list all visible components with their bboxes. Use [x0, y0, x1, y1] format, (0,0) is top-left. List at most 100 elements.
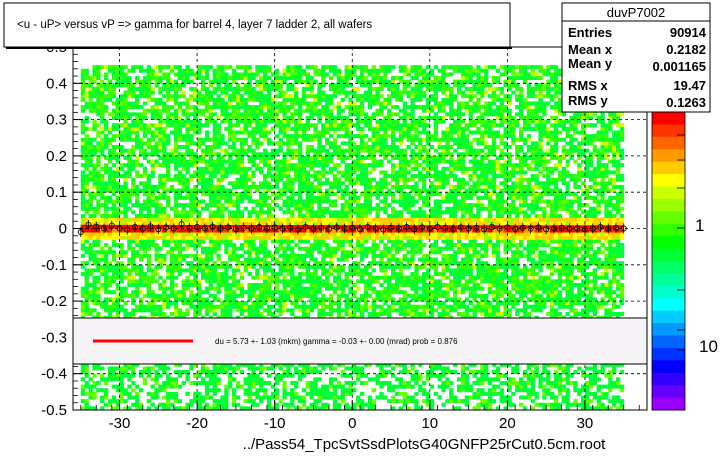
heatmap-cell	[80, 155, 86, 160]
heatmap-cell	[398, 108, 404, 113]
heatmap-cell	[185, 192, 190, 197]
heatmap-cell	[375, 148, 380, 153]
heatmap-cell	[410, 101, 415, 106]
heatmap-cell	[422, 228, 427, 233]
heatmap-cell	[394, 188, 400, 193]
heatmap-cell	[216, 155, 221, 160]
heatmap-cell	[266, 90, 272, 95]
heatmap-cell	[235, 203, 241, 208]
heatmap-cell	[394, 199, 400, 204]
heatmap-cell	[107, 184, 113, 189]
heatmap-cell	[348, 243, 353, 248]
heatmap-cell	[286, 203, 291, 208]
heatmap-cell	[104, 97, 109, 102]
heatmap-cell	[317, 246, 322, 251]
heatmap-cell	[383, 105, 388, 110]
heatmap-cell	[425, 130, 431, 135]
heatmap-cell	[204, 177, 210, 182]
heatmap-cell	[321, 159, 326, 164]
heatmap-cell	[158, 177, 163, 182]
heatmap-cell	[309, 166, 314, 171]
heatmap-cell	[282, 152, 287, 157]
heatmap-cell	[437, 174, 442, 179]
heatmap-cell	[433, 221, 438, 226]
heatmap-cell	[321, 221, 326, 226]
heatmap-cell	[115, 76, 120, 81]
heatmap-cell	[92, 301, 97, 306]
heatmap-cell	[274, 272, 279, 277]
heatmap-cell	[154, 188, 159, 193]
heatmap-cell	[429, 72, 435, 77]
heatmap-cell	[146, 232, 151, 237]
heatmap-cell	[119, 101, 124, 106]
heatmap-cell	[119, 217, 124, 222]
heatmap-cell	[138, 210, 144, 215]
heatmap-cell	[146, 192, 151, 197]
heatmap-cell	[166, 188, 171, 193]
heatmap-cell	[367, 275, 373, 280]
heatmap-cell	[336, 177, 342, 182]
heatmap-cell	[266, 76, 272, 81]
heatmap-cell	[418, 123, 423, 128]
heatmap-cell	[119, 112, 124, 117]
heatmap-cell	[398, 134, 404, 139]
heatmap-cell	[216, 235, 221, 240]
heatmap-cell	[173, 213, 179, 219]
heatmap-cell	[204, 188, 210, 193]
heatmap-cell	[259, 228, 264, 233]
heatmap-cell	[142, 115, 148, 120]
heatmap-cell	[433, 217, 438, 222]
heatmap-cell	[394, 181, 400, 186]
heatmap-cell	[317, 97, 322, 102]
heatmap-cell	[433, 76, 438, 81]
heatmap-cell	[363, 293, 369, 298]
heatmap-cell	[274, 275, 279, 280]
heatmap-cell	[146, 159, 151, 164]
heatmap-cell	[212, 119, 217, 124]
heatmap-cell	[228, 112, 233, 117]
heatmap-cell	[166, 213, 171, 219]
heatmap-cell	[294, 155, 299, 160]
heatmap-cell	[441, 97, 446, 102]
heatmap-cell	[166, 199, 171, 204]
heatmap-cell	[127, 217, 132, 222]
heatmap-cell	[270, 290, 276, 295]
heatmap-cell	[290, 250, 295, 255]
heatmap-cell	[414, 90, 419, 95]
heatmap-cell	[138, 90, 144, 95]
heatmap-cell	[181, 293, 186, 298]
heatmap-cell	[422, 181, 427, 186]
heatmap-cell	[166, 119, 171, 124]
heatmap-cell	[193, 123, 198, 128]
heatmap-cell	[84, 115, 89, 120]
heatmap-cell	[173, 261, 179, 266]
heatmap-cell	[317, 308, 322, 313]
heatmap-cell	[173, 243, 179, 248]
heatmap-cell	[367, 86, 373, 91]
heatmap-cell	[251, 304, 256, 309]
heatmap-cell	[286, 152, 291, 157]
heatmap-cell	[410, 76, 415, 81]
heatmap-cell	[274, 261, 279, 266]
heatmap-cell	[255, 286, 260, 291]
heatmap-cell	[340, 250, 345, 255]
heatmap-cell	[138, 232, 144, 237]
heatmap-cell	[278, 293, 283, 298]
heatmap-cell	[441, 221, 446, 226]
heatmap-cell	[224, 126, 229, 131]
heatmap-cell	[154, 195, 159, 200]
heatmap-cell	[239, 177, 245, 182]
heatmap-cell	[138, 308, 144, 313]
heatmap-cell	[332, 199, 338, 204]
heatmap-cell	[104, 203, 109, 208]
heatmap-cell	[297, 97, 303, 102]
heatmap-cell	[266, 253, 272, 258]
heatmap-cell	[193, 72, 198, 77]
heatmap-cell	[220, 235, 225, 240]
heatmap-cell	[166, 217, 171, 222]
heatmap-cell	[317, 83, 322, 88]
heatmap-cell	[263, 137, 268, 142]
heatmap-cell	[410, 272, 415, 277]
heatmap-cell	[162, 297, 167, 302]
heatmap-cell	[135, 239, 140, 244]
